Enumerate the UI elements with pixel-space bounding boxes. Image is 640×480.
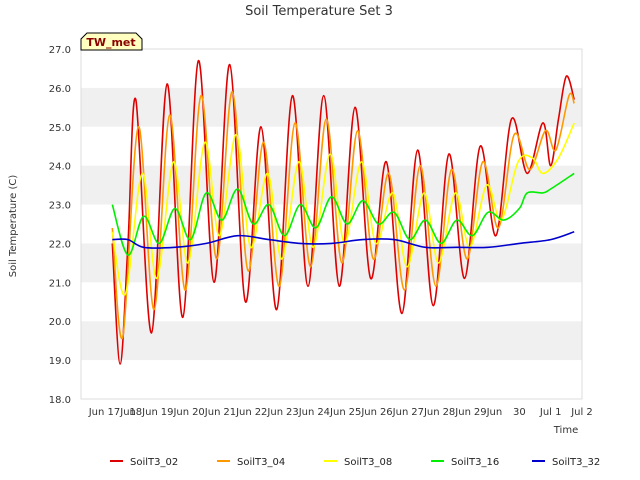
legend-label-soilt3-08: SoilT3_08 <box>344 457 392 468</box>
y-tick-label: 21.0 <box>49 278 71 289</box>
grid-band <box>81 87 582 127</box>
y-axis-ticks: 18.0 19.0 20.0 21.0 22.0 23.0 24.0 25.0 26.0 27.0 <box>49 45 71 406</box>
legend-label-soilt3-32: SoilT3_32 <box>552 457 600 468</box>
x-tick-label: 25Jun <box>349 407 377 418</box>
y-tick-label: 26.0 <box>49 84 71 95</box>
y-tick-label: 25.0 <box>49 123 71 134</box>
x-tick-label: 18Jun <box>129 407 157 418</box>
x-tick-label: Jun 17Jun <box>88 407 136 418</box>
series-line-soilt3-04 <box>111 90 575 340</box>
y-axis-label: Soil Temperature (C) <box>8 175 19 278</box>
x-tick-label: 26Jun <box>380 407 408 418</box>
badge-label: TW_met <box>86 36 135 49</box>
x-tick-label: 20Jun <box>192 407 220 418</box>
x-tick-label: 30 <box>513 407 526 418</box>
x-tick-label: 22Jun <box>255 407 283 418</box>
y-tick-label: 23.0 <box>49 201 71 212</box>
station-badge: TW_met <box>80 32 143 51</box>
x-tick-label: 23Jun <box>286 407 314 418</box>
legend-label-soilt3-02: SoilT3_02 <box>130 457 178 468</box>
x-axis-label: Time <box>553 425 578 436</box>
legend-label-soilt3-16: SoilT3_16 <box>451 457 499 468</box>
grid-band <box>81 321 582 361</box>
x-tick-label: 24Jun <box>317 407 345 418</box>
grid-band <box>81 243 582 283</box>
series-line-soilt3-02 <box>111 59 575 365</box>
plot-frame <box>80 48 583 400</box>
x-tick-label: 29Jun <box>474 407 502 418</box>
y-tick-label: 27.0 <box>49 45 71 56</box>
x-tick-label: 21Jun <box>223 407 251 418</box>
x-tick-label: 19Jun <box>161 407 189 418</box>
y-tick-label: 19.0 <box>49 356 71 367</box>
y-tick-label: 22.0 <box>49 239 71 250</box>
y-tick-label: 24.0 <box>49 162 71 173</box>
y-tick-label: 20.0 <box>49 317 71 328</box>
badge-shape <box>80 32 143 51</box>
series-line-soilt3-16 <box>111 172 575 256</box>
series-line-soilt3-08 <box>111 122 575 296</box>
series-line-soilt3-32 <box>112 231 575 249</box>
series-lines <box>111 59 575 365</box>
x-tick-label: Jul 2 <box>570 407 593 418</box>
chart-title: Soil Temperature Set 3 <box>245 4 393 19</box>
x-tick-label: 27Jun <box>411 407 439 418</box>
x-tick-label: 28Jun <box>443 407 471 418</box>
plot-background <box>80 48 583 400</box>
x-tick-label: Jul 1 <box>539 407 562 418</box>
legend-label-soilt3-04: SoilT3_04 <box>237 457 285 468</box>
y-tick-label: 18.0 <box>49 395 71 406</box>
legend: SoilT3_02 SoilT3_04 SoilT3_08 SoilT3_16 Soil… <box>110 457 600 468</box>
